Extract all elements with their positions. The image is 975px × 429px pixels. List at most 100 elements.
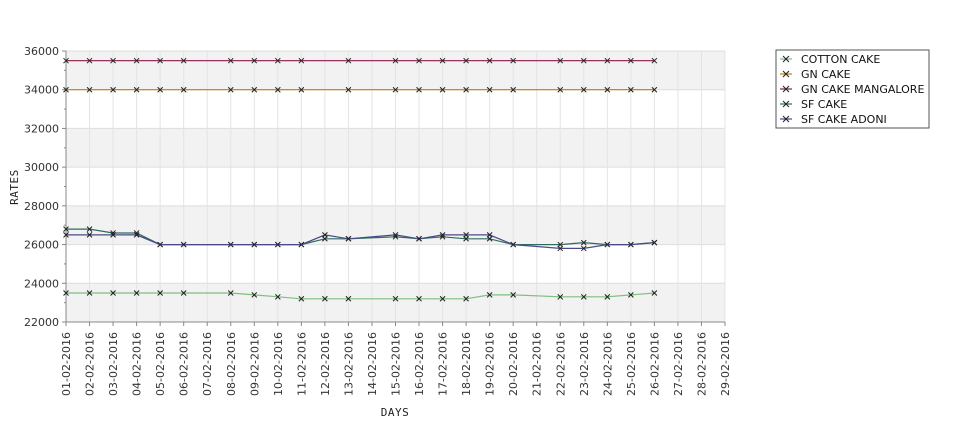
x-tick-label: 01-02-2016: [60, 332, 73, 396]
x-tick-label: 19-02-2016: [484, 332, 497, 396]
data-point-marker: [392, 232, 399, 238]
data-point-marker: [345, 86, 352, 93]
marker-stroke: [604, 293, 611, 300]
data-point-marker: [63, 57, 69, 64]
x-tick-label: 13-02-2016: [342, 332, 355, 396]
data-point-marker: [580, 239, 587, 246]
x-tick-label: 15-02-2016: [390, 332, 403, 396]
y-tick-label: 22000: [24, 316, 59, 329]
data-point-marker: [651, 239, 658, 246]
x-tick-label: 20-02-2016: [507, 332, 520, 396]
legend-marker: [782, 85, 790, 93]
marker-stroke: [157, 290, 163, 296]
data-point-marker: [392, 57, 399, 64]
marker-stroke: [110, 57, 116, 64]
series-cotton-cake: [63, 290, 658, 302]
marker-stroke: [110, 86, 116, 93]
marker-stroke: [439, 86, 446, 93]
y-tick-labels: 22000 24000 26000 28000 30000 32000 34000 36000: [24, 45, 59, 329]
data-point-marker: [345, 57, 352, 64]
data-point-marker: [486, 86, 493, 93]
data-point-marker: [157, 241, 163, 248]
data-point-marker: [651, 86, 658, 93]
series-gn-cake-mangalore: [63, 57, 658, 64]
marker-stroke: [227, 241, 234, 248]
x-tick-label: 21-02-2016: [531, 332, 544, 396]
marker-stroke: [463, 295, 469, 302]
marker-stroke: [274, 57, 281, 64]
y-tick-label: 24000: [24, 277, 59, 290]
data-point-marker: [322, 232, 328, 238]
data-point-marker: [392, 295, 399, 302]
marker-stroke: [133, 57, 140, 64]
legend-label: GN CAKE: [801, 68, 851, 81]
data-point-marker: [416, 295, 422, 302]
x-tick-label: 09-02-2016: [248, 332, 261, 396]
marker-stroke: [557, 57, 564, 64]
axes: [62, 50, 726, 326]
marker-stroke: [510, 241, 517, 248]
data-point-marker: [322, 295, 328, 302]
marker-stroke: [345, 57, 352, 64]
data-point-marker: [392, 86, 399, 93]
marker-stroke: [557, 86, 564, 93]
marker-stroke: [486, 232, 493, 238]
data-point-marker: [63, 232, 69, 238]
data-point-marker: [580, 293, 587, 300]
legend-marker: [782, 55, 790, 63]
data-point-marker: [63, 86, 69, 93]
legend-label: GN CAKE MANGALORE: [801, 83, 924, 96]
marker-stroke: [86, 290, 93, 296]
marker-stroke: [628, 57, 634, 64]
marker-stroke: [110, 290, 116, 296]
x-tick-label: 10-02-2016: [272, 332, 285, 396]
marker-stroke: [345, 295, 352, 302]
data-point-marker: [557, 57, 564, 64]
data-point-marker: [133, 57, 140, 64]
x-axis-title: DAYS: [381, 406, 410, 419]
x-tick-label: 22-02-2016: [554, 332, 567, 396]
x-tick-labels: 01-02-2016 02-02-2016 03-02-2016 04-02-2016…: [60, 332, 732, 396]
y-tick-label: 32000: [24, 122, 59, 135]
marker-stroke: [651, 86, 658, 93]
marker-stroke: [510, 57, 517, 64]
data-point-marker: [580, 86, 587, 93]
marker-stroke: [86, 232, 93, 238]
marker-stroke: [604, 57, 611, 64]
marker-stroke: [251, 57, 258, 64]
marker-stroke: [251, 241, 258, 248]
marker-stroke: [63, 226, 69, 232]
data-point-marker: [86, 86, 93, 93]
marker-stroke: [392, 232, 399, 238]
marker-stroke: [180, 241, 187, 248]
data-point-marker: [274, 57, 281, 64]
data-point-marker: [251, 292, 258, 298]
marker-stroke: [486, 292, 493, 298]
data-point-marker: [298, 295, 305, 302]
marker-stroke: [180, 290, 187, 296]
marker-stroke: [322, 232, 328, 238]
legend-label: SF CAKE ADONI: [801, 113, 887, 126]
data-point-marker: [510, 241, 517, 248]
marker-stroke: [580, 57, 587, 64]
marker-stroke: [392, 295, 399, 302]
marker-stroke: [86, 57, 93, 64]
marker-stroke: [604, 86, 611, 93]
data-point-marker: [486, 232, 493, 238]
data-point-marker: [345, 235, 352, 242]
data-point-marker: [157, 290, 163, 296]
marker-stroke: [63, 232, 69, 238]
data-point-marker: [628, 57, 634, 64]
data-point-marker: [274, 241, 281, 248]
marker-stroke: [416, 295, 422, 302]
marker-stroke: [63, 86, 69, 93]
data-point-marker: [439, 86, 446, 93]
data-point-marker: [604, 86, 611, 93]
marker-stroke: [486, 57, 493, 64]
data-point-marker: [274, 86, 281, 93]
marker-stroke: [651, 239, 658, 246]
data-point-marker: [157, 57, 163, 64]
data-point-marker: [298, 57, 305, 64]
x-tick-label: 25-02-2016: [625, 332, 638, 396]
